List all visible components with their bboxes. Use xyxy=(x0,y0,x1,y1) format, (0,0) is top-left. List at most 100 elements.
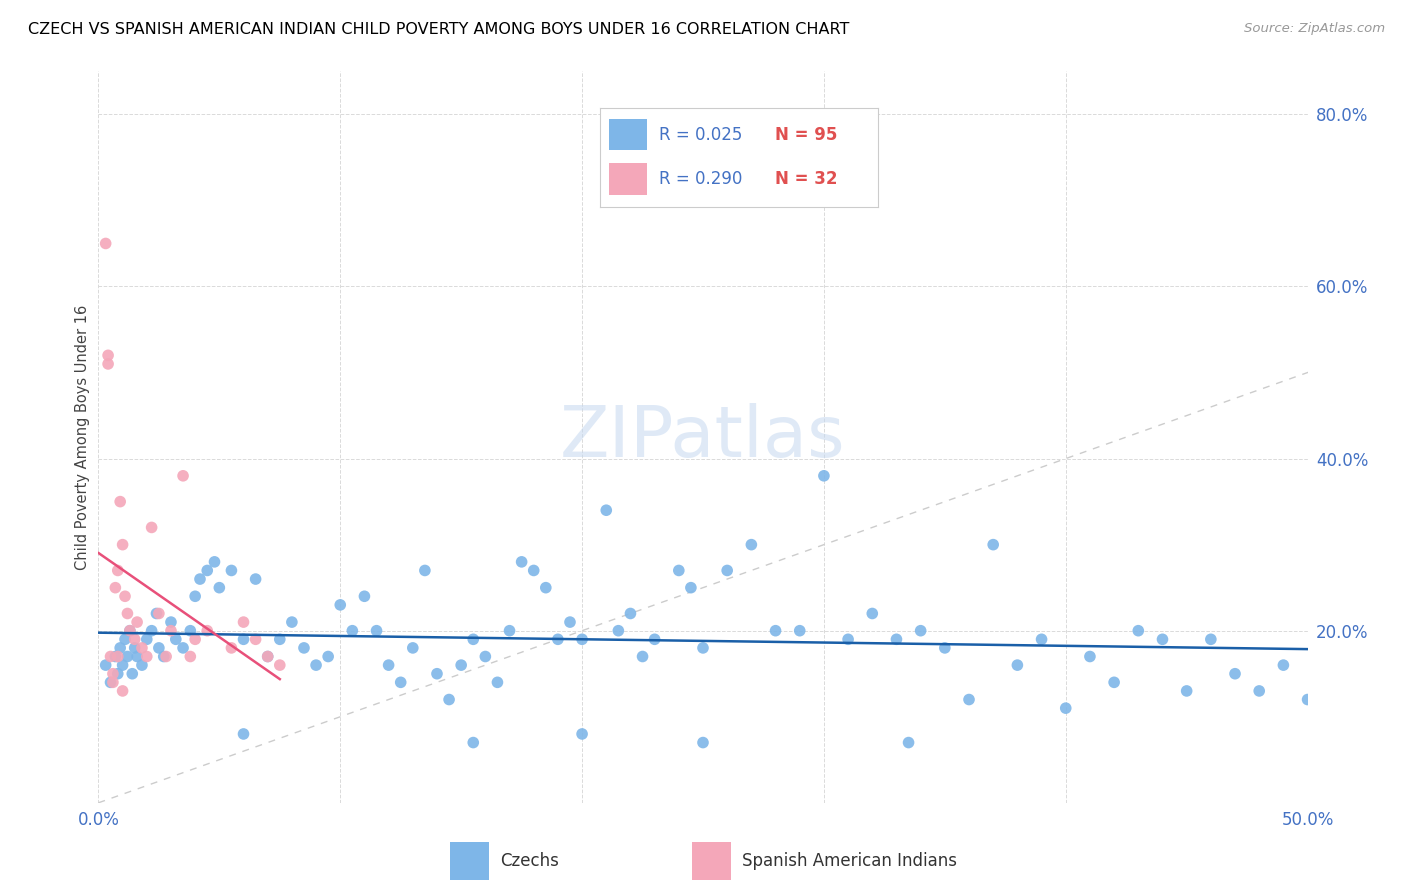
Point xyxy=(1007,658,1029,673)
Point xyxy=(1296,692,1319,706)
Point xyxy=(245,572,267,586)
Point xyxy=(571,632,593,647)
Point xyxy=(195,564,218,578)
Point xyxy=(619,607,641,621)
Point xyxy=(342,624,364,638)
Point xyxy=(571,727,593,741)
Point xyxy=(1078,649,1101,664)
Point xyxy=(172,640,194,655)
Point xyxy=(97,357,120,371)
Point xyxy=(910,624,932,638)
Point xyxy=(256,649,278,664)
Point xyxy=(160,615,183,629)
Point xyxy=(124,632,146,647)
Point xyxy=(305,658,328,673)
Point xyxy=(1102,675,1125,690)
Point xyxy=(1054,701,1077,715)
Point xyxy=(118,624,141,638)
Point xyxy=(1199,632,1222,647)
Point xyxy=(221,564,243,578)
Point xyxy=(644,632,666,647)
Point xyxy=(141,624,163,638)
Point xyxy=(108,494,131,508)
Point xyxy=(510,555,533,569)
Point xyxy=(1152,632,1174,647)
Y-axis label: Child Poverty Among Boys Under 16: Child Poverty Among Boys Under 16 xyxy=(75,304,90,570)
Point xyxy=(111,658,134,673)
Point xyxy=(107,564,129,578)
Point xyxy=(1031,632,1053,647)
Point xyxy=(127,649,149,664)
Point xyxy=(111,684,134,698)
Point xyxy=(107,649,129,664)
Point xyxy=(366,624,388,638)
Point xyxy=(897,735,920,749)
Point xyxy=(486,675,509,690)
Point xyxy=(934,640,956,655)
Point xyxy=(498,624,520,638)
Point xyxy=(413,564,436,578)
Point xyxy=(117,649,139,664)
Point xyxy=(221,640,243,655)
Point xyxy=(179,649,201,664)
Point xyxy=(148,640,170,655)
Point xyxy=(474,649,496,664)
Point xyxy=(292,640,315,655)
Point xyxy=(155,649,177,664)
Point xyxy=(595,503,617,517)
Point xyxy=(114,589,136,603)
Point xyxy=(111,538,134,552)
Point xyxy=(108,640,131,655)
Point xyxy=(104,581,127,595)
Point xyxy=(100,649,122,664)
Point xyxy=(148,607,170,621)
Point xyxy=(232,727,254,741)
Point xyxy=(353,589,375,603)
Point xyxy=(679,581,702,595)
Point xyxy=(114,632,136,647)
Point xyxy=(547,632,569,647)
Point xyxy=(692,735,714,749)
Point xyxy=(1128,624,1150,638)
Point xyxy=(135,649,157,664)
Point xyxy=(692,640,714,655)
Point xyxy=(1272,658,1295,673)
Point xyxy=(188,572,211,586)
Point xyxy=(101,675,124,690)
Point xyxy=(281,615,304,629)
Point xyxy=(117,607,139,621)
Point xyxy=(232,615,254,629)
Point xyxy=(131,640,153,655)
Point xyxy=(127,615,149,629)
Point xyxy=(232,632,254,647)
Point xyxy=(124,640,146,655)
Point xyxy=(208,581,231,595)
Point xyxy=(886,632,908,647)
Point xyxy=(426,666,449,681)
Point xyxy=(245,632,267,647)
Point xyxy=(152,649,174,664)
Point xyxy=(94,236,117,251)
Point xyxy=(860,607,883,621)
Point xyxy=(141,520,163,534)
Point xyxy=(104,649,127,664)
Point xyxy=(981,538,1004,552)
Text: R = 0.290: R = 0.290 xyxy=(658,170,742,188)
Point xyxy=(97,348,120,362)
Point xyxy=(165,632,187,647)
Point xyxy=(558,615,581,629)
Point xyxy=(813,468,835,483)
Point xyxy=(179,624,201,638)
Point xyxy=(534,581,557,595)
Text: Czechs: Czechs xyxy=(501,852,560,870)
Point xyxy=(94,658,117,673)
Point xyxy=(789,624,811,638)
Point xyxy=(1223,666,1246,681)
Point xyxy=(184,589,207,603)
Point xyxy=(172,468,194,483)
FancyBboxPatch shape xyxy=(609,163,648,194)
Point xyxy=(135,632,157,647)
Point xyxy=(118,624,141,638)
Point xyxy=(837,632,859,647)
Point xyxy=(523,564,546,578)
